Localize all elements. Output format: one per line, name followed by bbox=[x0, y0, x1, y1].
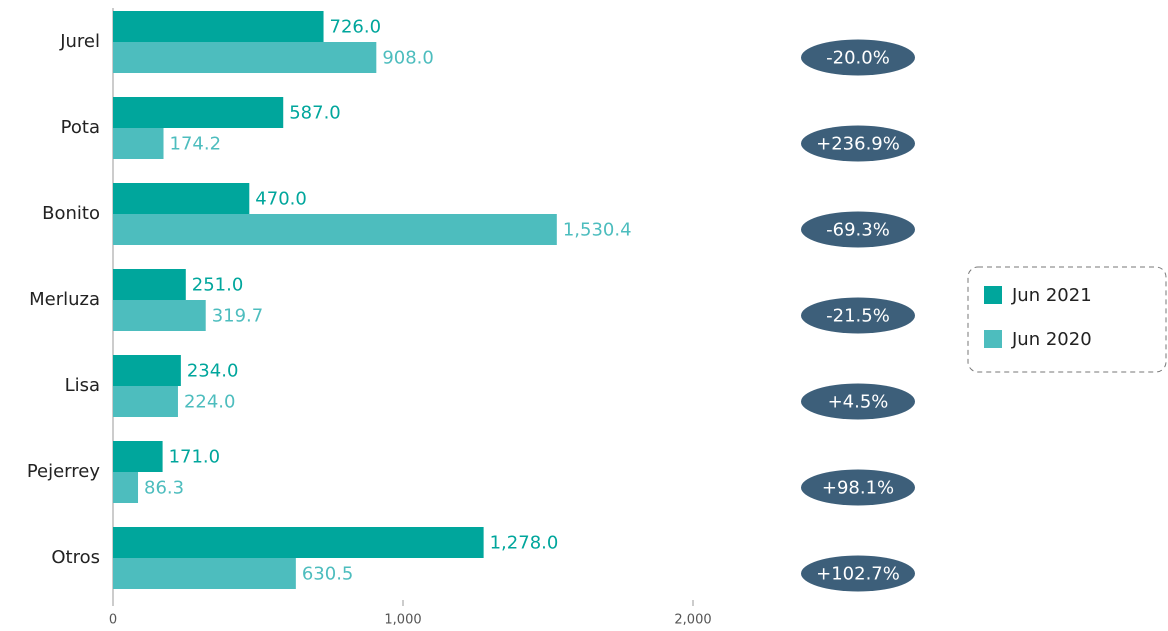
bar bbox=[113, 214, 557, 245]
category-label: Merluza bbox=[29, 289, 100, 310]
value-label: 726.0 bbox=[330, 17, 382, 38]
legend-box bbox=[967, 266, 1167, 373]
category-label: Otros bbox=[51, 547, 100, 568]
value-label: 171.0 bbox=[169, 447, 221, 468]
bar bbox=[113, 183, 250, 214]
value-label: 224.0 bbox=[184, 392, 236, 413]
value-label: 587.0 bbox=[289, 103, 341, 124]
change-label: -21.5% bbox=[826, 306, 890, 327]
value-label: 174.2 bbox=[170, 134, 222, 155]
change-pill bbox=[801, 469, 915, 506]
value-label: 251.0 bbox=[192, 275, 244, 296]
change-label: -20.0% bbox=[826, 48, 890, 69]
value-label: 1,530.4 bbox=[563, 220, 632, 241]
x-tick-label: 1,000 bbox=[384, 613, 421, 628]
bar bbox=[113, 527, 484, 558]
change-label: -69.3% bbox=[826, 220, 890, 241]
value-label: 319.7 bbox=[212, 306, 264, 327]
category-label: Pota bbox=[61, 117, 100, 138]
bar bbox=[113, 355, 181, 386]
x-tick-label: 2,000 bbox=[674, 613, 711, 628]
bar bbox=[113, 128, 164, 159]
legend-swatch bbox=[984, 330, 1002, 348]
value-label: 1,278.0 bbox=[490, 533, 559, 554]
legend-label: Jun 2021 bbox=[1011, 285, 1092, 306]
change-pill bbox=[801, 125, 915, 162]
value-label: 908.0 bbox=[382, 48, 434, 69]
change-pill bbox=[801, 383, 915, 420]
value-label: 630.5 bbox=[302, 564, 354, 585]
change-pill bbox=[801, 39, 915, 76]
bar bbox=[113, 269, 186, 300]
category-label: Lisa bbox=[65, 375, 100, 396]
change-label: +236.9% bbox=[816, 134, 900, 155]
legend-label: Jun 2020 bbox=[1011, 329, 1092, 350]
bar bbox=[113, 386, 178, 417]
value-label: 470.0 bbox=[255, 189, 307, 210]
bar bbox=[113, 472, 139, 503]
legend-swatch bbox=[984, 286, 1002, 304]
bar bbox=[113, 42, 377, 73]
change-pill bbox=[801, 211, 915, 248]
change-pill bbox=[801, 555, 915, 592]
value-label: 86.3 bbox=[144, 478, 184, 499]
category-label: Bonito bbox=[42, 203, 100, 224]
category-label: Pejerrey bbox=[27, 461, 101, 482]
bar bbox=[113, 300, 206, 331]
bar bbox=[113, 11, 324, 42]
change-pill bbox=[801, 297, 915, 334]
x-tick-label: 0 bbox=[109, 613, 117, 628]
change-label: +102.7% bbox=[816, 564, 900, 585]
change-label: +98.1% bbox=[822, 478, 894, 499]
bar bbox=[113, 441, 163, 472]
change-label: +4.5% bbox=[828, 392, 889, 413]
value-label: 234.0 bbox=[187, 361, 239, 382]
bar bbox=[113, 97, 284, 128]
bar bbox=[113, 558, 296, 589]
category-label: Jurel bbox=[59, 31, 100, 52]
